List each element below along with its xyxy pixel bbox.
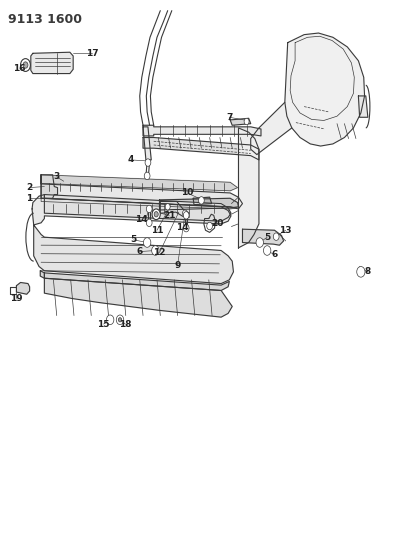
Polygon shape — [251, 102, 292, 155]
Polygon shape — [41, 175, 238, 191]
Polygon shape — [31, 52, 73, 74]
Circle shape — [165, 204, 170, 210]
Text: 14: 14 — [135, 215, 147, 224]
Circle shape — [183, 224, 189, 232]
Polygon shape — [143, 138, 259, 160]
Polygon shape — [230, 118, 251, 125]
Circle shape — [146, 205, 152, 213]
Circle shape — [182, 210, 187, 216]
Circle shape — [21, 59, 30, 71]
Polygon shape — [41, 175, 58, 198]
Polygon shape — [41, 175, 242, 209]
Polygon shape — [44, 273, 232, 317]
Text: 19: 19 — [10, 294, 23, 303]
Text: 7: 7 — [226, 113, 233, 122]
Polygon shape — [143, 125, 261, 136]
Polygon shape — [41, 198, 238, 209]
Polygon shape — [32, 195, 231, 225]
Polygon shape — [34, 225, 233, 284]
Text: 11: 11 — [151, 226, 163, 235]
Text: 1: 1 — [26, 194, 33, 203]
Circle shape — [152, 209, 160, 220]
Polygon shape — [160, 201, 189, 217]
Circle shape — [183, 212, 189, 219]
Circle shape — [118, 318, 122, 322]
Text: 4: 4 — [127, 156, 134, 164]
Circle shape — [256, 238, 263, 247]
Text: 10: 10 — [181, 189, 193, 197]
Text: 15: 15 — [97, 320, 110, 328]
Circle shape — [199, 197, 204, 204]
Text: 13: 13 — [279, 226, 292, 235]
Text: 14: 14 — [176, 223, 188, 231]
Text: 5: 5 — [130, 236, 137, 244]
Circle shape — [23, 62, 28, 68]
Circle shape — [244, 118, 249, 125]
Polygon shape — [40, 271, 229, 290]
Circle shape — [106, 315, 114, 325]
Circle shape — [143, 238, 151, 247]
Text: 20: 20 — [211, 220, 223, 228]
Circle shape — [152, 246, 159, 255]
Text: 16: 16 — [14, 64, 26, 72]
Polygon shape — [44, 195, 231, 221]
Polygon shape — [193, 197, 212, 205]
Circle shape — [146, 219, 152, 227]
Text: 5: 5 — [264, 233, 270, 241]
Text: 2: 2 — [26, 183, 33, 192]
Circle shape — [263, 246, 271, 255]
Polygon shape — [16, 282, 30, 294]
Circle shape — [144, 172, 150, 180]
Text: 18: 18 — [119, 320, 132, 328]
Circle shape — [357, 266, 365, 277]
Circle shape — [116, 315, 124, 325]
Text: 6: 6 — [136, 247, 143, 256]
Polygon shape — [238, 128, 259, 248]
Circle shape — [154, 212, 158, 217]
Polygon shape — [358, 96, 368, 117]
Text: 8: 8 — [365, 268, 371, 276]
Polygon shape — [285, 33, 365, 146]
Circle shape — [207, 222, 212, 230]
Polygon shape — [159, 198, 238, 210]
Circle shape — [145, 159, 151, 166]
Text: 3: 3 — [53, 173, 60, 181]
Text: 6: 6 — [271, 251, 278, 259]
Circle shape — [273, 233, 279, 240]
Text: 9113 1600: 9113 1600 — [8, 13, 82, 26]
Text: 17: 17 — [86, 49, 99, 58]
Text: 9: 9 — [174, 261, 181, 270]
Text: 12: 12 — [153, 248, 166, 257]
Text: 21: 21 — [163, 211, 175, 220]
Polygon shape — [242, 229, 284, 245]
Polygon shape — [143, 127, 151, 160]
